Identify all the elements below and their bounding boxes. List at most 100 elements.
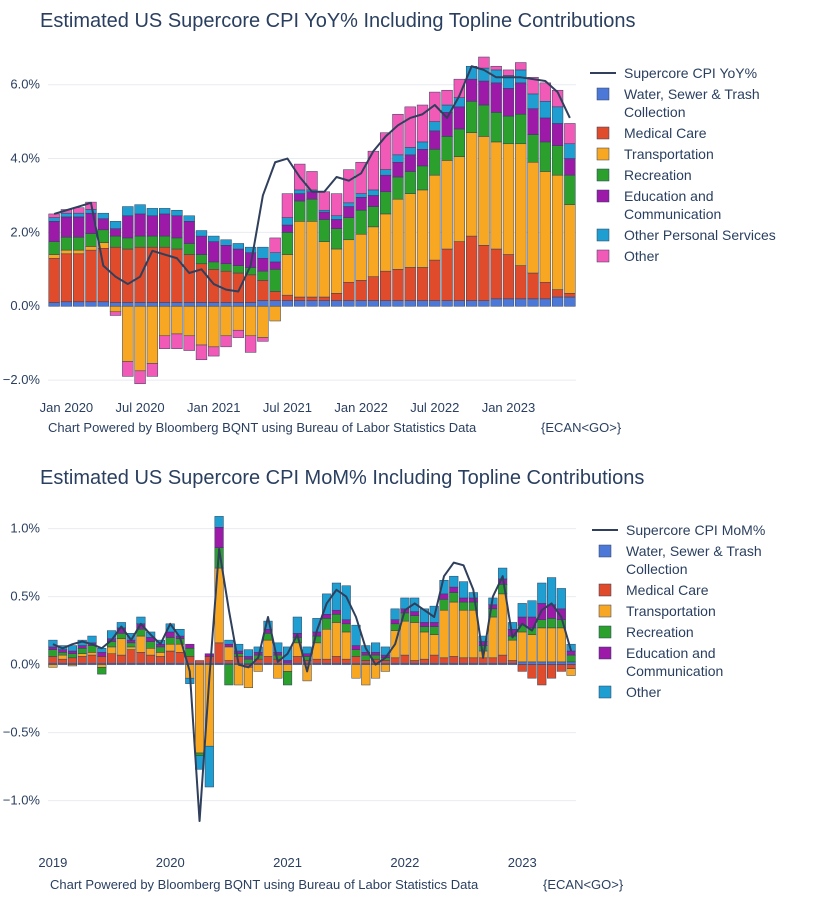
bar-segment (355, 233, 367, 281)
bar-segment (195, 230, 208, 237)
bar-segment (556, 664, 566, 672)
legend[interactable]: Supercore CPI MoM% Water, Sewer & Trash Co… (592, 522, 765, 700)
legend-item[interactable]: Water, Sewer & Trash Collection (596, 86, 760, 120)
bar-segment (404, 300, 416, 307)
bar-segment (465, 78, 478, 102)
bar-segment (410, 611, 420, 616)
legend-label: Transportation (626, 603, 716, 619)
bar-segment (564, 296, 576, 307)
bar-segment (419, 631, 429, 660)
bar-segment (441, 136, 453, 161)
bar-segment (97, 248, 109, 303)
chart-credit-code: {ECAN<GO>} (541, 420, 622, 435)
bar-segment (416, 189, 429, 268)
bar-segment (208, 235, 220, 242)
legend-item[interactable]: Medical Care (598, 582, 709, 598)
bar-segment (355, 209, 367, 235)
bar-segment (322, 614, 332, 619)
x-tick-label: Jan 2020 (40, 400, 94, 415)
bar-segment (312, 658, 322, 664)
bar-segment (87, 635, 97, 644)
bar-segment (232, 329, 244, 338)
bar-segment (361, 660, 371, 664)
bar-segment (453, 128, 466, 157)
bar-segment (185, 648, 195, 657)
bar-segment (343, 217, 355, 241)
bar-segment (302, 646, 312, 654)
bar-segment (502, 143, 515, 255)
bar-segment (416, 104, 429, 143)
bar-segment (48, 656, 58, 664)
bar-segment (566, 661, 576, 665)
legend-item[interactable]: Other (596, 248, 659, 264)
bar-segment (146, 235, 159, 248)
y-tick-label: −1.0% (3, 793, 41, 808)
bar-segment (449, 586, 459, 593)
legend-item[interactable]: Medical Care (596, 125, 707, 141)
bar-segment (551, 174, 564, 290)
bar-segment (318, 300, 330, 307)
bar-segment (527, 161, 539, 274)
bar-segment (429, 259, 441, 301)
bar-segment (60, 253, 73, 303)
bar-segment (429, 300, 441, 307)
chart-credit: Chart Powered by Bloomberg BQNT using Bu… (50, 877, 479, 892)
bar-segment (410, 622, 420, 661)
legend-item[interactable]: Recreation (596, 167, 692, 183)
bar-segment (171, 209, 183, 217)
bar-segment (551, 289, 564, 298)
bar-segment (392, 113, 404, 156)
chart-title: Estimated US Supercore CPI YoY% Includin… (40, 10, 636, 32)
x-tick-label: 2019 (38, 855, 67, 870)
bar-segment (220, 245, 232, 265)
bar-segment (539, 171, 551, 283)
bar-segment (306, 191, 318, 200)
bar-segment (367, 189, 380, 196)
bar-segment (48, 217, 60, 222)
y-tick-label: 0.5% (10, 589, 40, 604)
legend-item[interactable]: Recreation (598, 624, 694, 640)
bar-segment (331, 614, 341, 623)
bar-segment (478, 56, 490, 69)
legend-item[interactable]: Water, Sewer & Trash Collection (598, 543, 762, 577)
legend-item[interactable]: Other (598, 684, 661, 700)
bar-segment (429, 174, 441, 261)
bar-segment (392, 154, 404, 163)
legend-item-line[interactable]: Supercore CPI MoM% (592, 522, 765, 538)
bar-segment (257, 270, 269, 281)
legend-item[interactable]: Other Personal Services (596, 227, 776, 243)
bar-segment (527, 600, 537, 618)
bar-segment (419, 658, 429, 664)
legend-item-line[interactable]: Supercore CPI YoY% (590, 65, 757, 81)
legend-item[interactable]: Education and Communication (598, 645, 723, 679)
bar-segment (58, 658, 68, 664)
bar-segment (527, 134, 539, 163)
bar-segment (361, 664, 371, 686)
bar-segment (515, 143, 527, 266)
bar-segment (404, 106, 416, 148)
bar-segment (404, 154, 416, 172)
legend-item[interactable]: Transportation (596, 146, 714, 162)
x-axis-ticks: Jan 2020 Jul 2020 Jan 2021 Jul 2021 Jan 2022… (40, 400, 536, 415)
bar-segment (134, 204, 146, 215)
bar-segment (234, 664, 244, 686)
bar-segment (146, 215, 159, 237)
bar-segment (341, 585, 351, 620)
legend-swatch (598, 544, 612, 558)
bar-segment (208, 261, 220, 270)
bar-segment (204, 745, 214, 788)
legend-item[interactable]: Education and Communication (596, 188, 721, 222)
bar-segment (517, 664, 527, 672)
bar-segment (429, 149, 441, 176)
bar-segment (517, 631, 527, 663)
bar-segment (404, 193, 416, 268)
bar-segment (214, 526, 224, 548)
bar-segment (507, 660, 517, 664)
legend[interactable]: Supercore CPI YoY% Water, Sewer & Trash Co… (590, 65, 776, 264)
bar-segment (281, 232, 294, 255)
bar-segment (269, 261, 281, 270)
bar-segment (146, 654, 156, 664)
bar-segment (60, 249, 73, 255)
bar-segment (515, 265, 527, 300)
legend-item[interactable]: Transportation (598, 603, 716, 619)
